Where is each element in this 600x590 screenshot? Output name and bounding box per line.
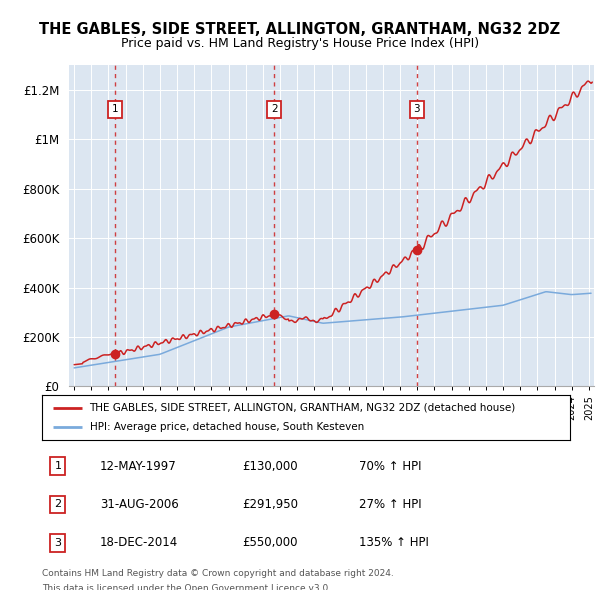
Text: HPI: Average price, detached house, South Kesteven: HPI: Average price, detached house, Sout… [89, 422, 364, 432]
Text: £130,000: £130,000 [242, 460, 298, 473]
Text: This data is licensed under the Open Government Licence v3.0.: This data is licensed under the Open Gov… [42, 584, 331, 590]
Text: 70% ↑ HPI: 70% ↑ HPI [359, 460, 421, 473]
Text: £550,000: £550,000 [242, 536, 298, 549]
Text: Price paid vs. HM Land Registry's House Price Index (HPI): Price paid vs. HM Land Registry's House … [121, 37, 479, 50]
Text: THE GABLES, SIDE STREET, ALLINGTON, GRANTHAM, NG32 2DZ: THE GABLES, SIDE STREET, ALLINGTON, GRAN… [40, 22, 560, 37]
Text: 135% ↑ HPI: 135% ↑ HPI [359, 536, 428, 549]
Text: 1: 1 [112, 104, 118, 114]
Text: THE GABLES, SIDE STREET, ALLINGTON, GRANTHAM, NG32 2DZ (detached house): THE GABLES, SIDE STREET, ALLINGTON, GRAN… [89, 403, 516, 412]
Text: 3: 3 [413, 104, 420, 114]
Text: £291,950: £291,950 [242, 498, 299, 511]
Text: 2: 2 [54, 500, 61, 509]
Text: 3: 3 [55, 538, 61, 548]
Text: 12-MAY-1997: 12-MAY-1997 [100, 460, 177, 473]
Text: 2: 2 [271, 104, 278, 114]
Text: 1: 1 [55, 461, 61, 471]
Text: 18-DEC-2014: 18-DEC-2014 [100, 536, 178, 549]
Text: Contains HM Land Registry data © Crown copyright and database right 2024.: Contains HM Land Registry data © Crown c… [42, 569, 394, 578]
Text: 27% ↑ HPI: 27% ↑ HPI [359, 498, 421, 511]
Text: 31-AUG-2006: 31-AUG-2006 [100, 498, 179, 511]
